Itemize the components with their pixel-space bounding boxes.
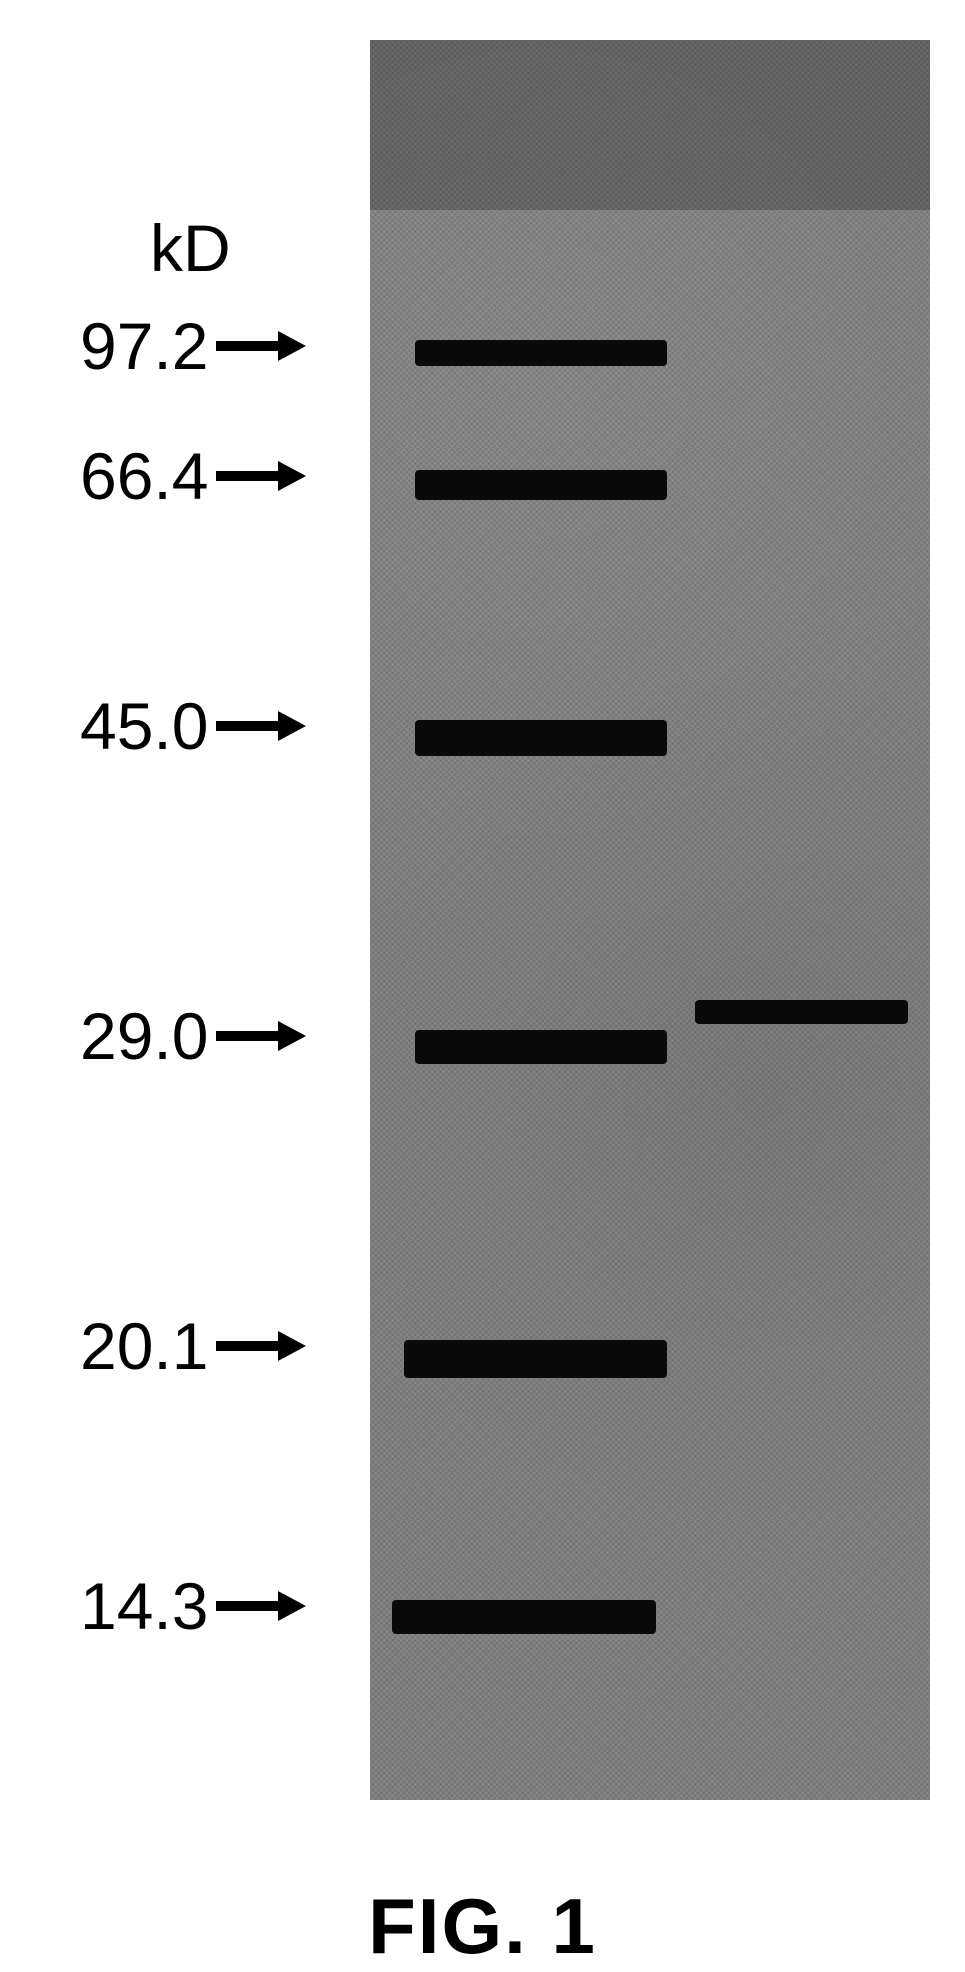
marker-band xyxy=(415,340,667,366)
figure-caption-text: FIG. 1 xyxy=(368,1882,597,1970)
marker-band xyxy=(415,720,667,756)
sample-band xyxy=(695,1000,908,1024)
marker-value: 29.0 xyxy=(80,998,208,1074)
marker-band xyxy=(392,1600,655,1634)
arrow-right-icon xyxy=(216,1016,306,1056)
marker-label: 14.3 xyxy=(80,1568,306,1644)
axis-unit-text: kD xyxy=(150,211,231,285)
arrow-right-icon xyxy=(216,706,306,746)
marker-value: 20.1 xyxy=(80,1308,208,1384)
marker-band xyxy=(415,1030,667,1064)
gel-lane-panel xyxy=(370,40,930,1800)
arrow-right-icon xyxy=(216,1326,306,1366)
gel-figure: kD 97.2 66.4 45.0 29.0 20.1 14.3 xyxy=(0,40,965,1860)
arrow-right-icon xyxy=(216,1586,306,1626)
marker-band xyxy=(404,1340,667,1378)
figure-caption: FIG. 1 xyxy=(0,1881,965,1972)
marker-band xyxy=(415,470,667,500)
marker-label: 29.0 xyxy=(80,998,306,1074)
marker-value: 14.3 xyxy=(80,1568,208,1644)
marker-value: 45.0 xyxy=(80,688,208,764)
marker-label: 97.2 xyxy=(80,308,306,384)
marker-label: 66.4 xyxy=(80,438,306,514)
arrow-right-icon xyxy=(216,326,306,366)
marker-label: 45.0 xyxy=(80,688,306,764)
marker-value: 66.4 xyxy=(80,438,208,514)
gel-well-region xyxy=(370,40,930,210)
marker-label: 20.1 xyxy=(80,1308,306,1384)
marker-value: 97.2 xyxy=(80,308,208,384)
axis-unit-label: kD xyxy=(150,210,231,286)
arrow-right-icon xyxy=(216,456,306,496)
